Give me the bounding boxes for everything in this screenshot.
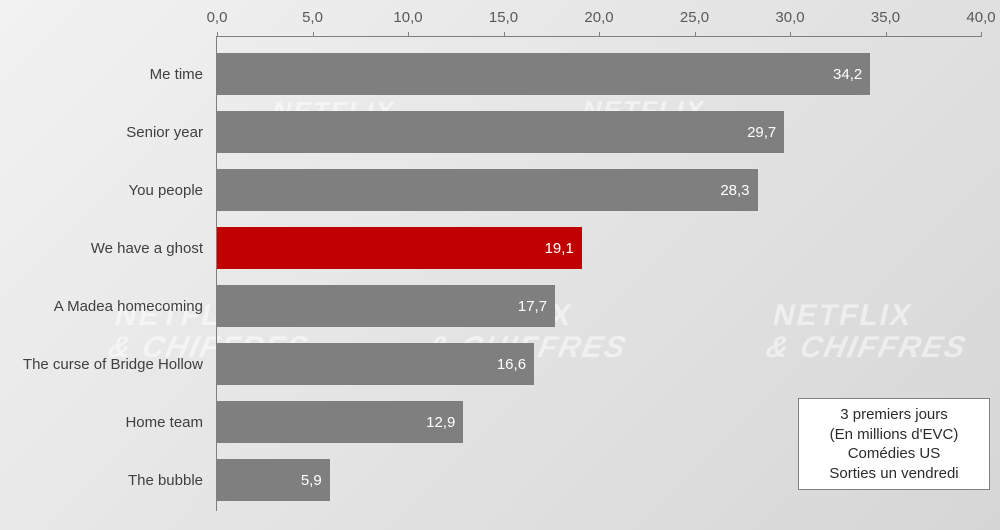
bar-value-label: 29,7 [747,124,784,141]
chart-row: Senior year29,7 [217,111,981,153]
x-axis-tick-mark [408,32,409,37]
chart-row: You people28,3 [217,169,981,211]
x-axis-tick-label: 20,0 [584,9,613,26]
y-axis-category-label: Home team [125,414,217,431]
legend-line: 3 premiers jours [809,405,979,425]
y-axis-category-label: You people [128,182,217,199]
y-axis-category-label: The bubble [128,472,217,489]
legend-line: Comédies US [809,444,979,464]
bar: 12,9 [217,401,463,443]
x-axis-tick-label: 5,0 [302,9,323,26]
x-axis-tick-mark [790,32,791,37]
x-axis-tick-mark [599,32,600,37]
y-axis-category-label: The curse of Bridge Hollow [23,356,217,373]
bar: 5,9 [217,459,330,501]
x-axis-tick-label: 0,0 [207,9,228,26]
chart-row: Me time34,2 [217,53,981,95]
bar: 19,1 [217,227,582,269]
x-axis-tick-mark [886,32,887,37]
bar-value-label: 19,1 [545,240,582,257]
bar-value-label: 34,2 [833,66,870,83]
bar: 28,3 [217,169,758,211]
bar-value-label: 5,9 [301,472,330,489]
x-axis-tick-label: 35,0 [871,9,900,26]
bar: 16,6 [217,343,534,385]
chart-row: We have a ghost19,1 [217,227,981,269]
y-axis-category-label: Me time [150,66,217,83]
bar-value-label: 17,7 [518,298,555,315]
y-axis-category-label: A Madea homecoming [54,298,217,315]
x-axis-tick-label: 30,0 [775,9,804,26]
bar-value-label: 28,3 [720,182,757,199]
legend-line: Sorties un vendredi [809,464,979,484]
bar-value-label: 16,6 [497,356,534,373]
bar: 29,7 [217,111,784,153]
x-axis-tick-label: 40,0 [966,9,995,26]
x-axis-tick-mark [313,32,314,37]
x-axis-tick-label: 25,0 [680,9,709,26]
bar-value-label: 12,9 [426,414,463,431]
x-axis-tick-mark [217,32,218,37]
chart-canvas: NETFLIX& CHIFFRES NETFLIX& CHIFFRES NETF… [0,0,1000,530]
x-axis-tick-mark [695,32,696,37]
x-axis-tick-mark [981,32,982,37]
legend-box: 3 premiers jours(En millions d'EVC)Coméd… [798,398,990,490]
bar: 17,7 [217,285,555,327]
x-axis-tick-label: 10,0 [393,9,422,26]
y-axis-category-label: Senior year [126,124,217,141]
chart-row: A Madea homecoming17,7 [217,285,981,327]
x-axis-tick-label: 15,0 [489,9,518,26]
chart-row: The curse of Bridge Hollow16,6 [217,343,981,385]
x-axis-tick-mark [504,32,505,37]
legend-line: (En millions d'EVC) [809,425,979,445]
bar: 34,2 [217,53,870,95]
y-axis-category-label: We have a ghost [91,240,217,257]
